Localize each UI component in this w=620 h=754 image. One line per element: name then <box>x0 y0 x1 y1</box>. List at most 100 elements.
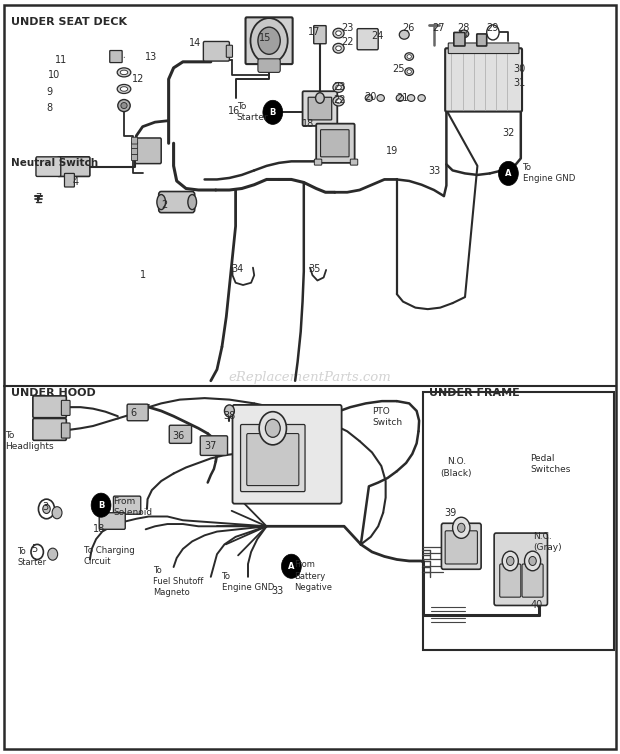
Ellipse shape <box>118 100 130 112</box>
Text: 3: 3 <box>42 502 48 513</box>
Text: 20: 20 <box>365 91 377 102</box>
Ellipse shape <box>333 29 344 38</box>
Text: 39: 39 <box>445 507 457 518</box>
Circle shape <box>224 405 234 417</box>
Ellipse shape <box>333 44 344 53</box>
Text: 12: 12 <box>132 74 144 84</box>
FancyBboxPatch shape <box>258 59 280 72</box>
FancyBboxPatch shape <box>113 496 141 514</box>
FancyBboxPatch shape <box>308 97 332 120</box>
Text: 1: 1 <box>140 270 146 280</box>
Circle shape <box>259 412 286 445</box>
Text: To
Starter: To Starter <box>237 103 268 122</box>
Text: 11: 11 <box>55 54 67 65</box>
FancyBboxPatch shape <box>131 154 138 161</box>
Text: PTO
Switch: PTO Switch <box>373 407 403 427</box>
Text: To
Fuel Shutoff
Magneto: To Fuel Shutoff Magneto <box>153 566 203 597</box>
FancyBboxPatch shape <box>159 192 195 213</box>
FancyBboxPatch shape <box>494 533 547 605</box>
Text: 31: 31 <box>513 78 526 88</box>
FancyBboxPatch shape <box>33 396 66 418</box>
Text: 27: 27 <box>432 23 445 33</box>
Ellipse shape <box>117 68 131 77</box>
Circle shape <box>502 551 518 571</box>
Text: 21: 21 <box>396 93 409 103</box>
FancyBboxPatch shape <box>169 425 192 443</box>
Text: 24: 24 <box>371 31 384 41</box>
Ellipse shape <box>405 68 414 75</box>
FancyBboxPatch shape <box>321 130 349 157</box>
FancyBboxPatch shape <box>316 124 355 163</box>
Ellipse shape <box>117 84 131 93</box>
Ellipse shape <box>333 83 344 92</box>
Circle shape <box>453 517 470 538</box>
FancyBboxPatch shape <box>58 157 90 176</box>
Circle shape <box>52 507 62 519</box>
Text: 38: 38 <box>223 411 236 421</box>
FancyBboxPatch shape <box>127 404 148 421</box>
Ellipse shape <box>377 94 384 102</box>
Ellipse shape <box>365 94 373 102</box>
FancyBboxPatch shape <box>4 5 616 749</box>
Text: B: B <box>270 108 276 117</box>
Circle shape <box>507 556 514 566</box>
FancyBboxPatch shape <box>131 137 138 144</box>
Text: 2: 2 <box>161 200 167 210</box>
FancyBboxPatch shape <box>246 17 293 64</box>
FancyBboxPatch shape <box>99 513 125 529</box>
Text: UNDER FRAME: UNDER FRAME <box>429 388 520 397</box>
Text: 22: 22 <box>341 37 353 48</box>
Text: N.O.
(Black): N.O. (Black) <box>441 458 472 477</box>
FancyBboxPatch shape <box>226 45 232 57</box>
FancyBboxPatch shape <box>350 159 358 165</box>
Text: To
Engine GND: To Engine GND <box>222 572 274 592</box>
Text: 34: 34 <box>231 264 244 274</box>
Circle shape <box>458 523 465 532</box>
Text: 18: 18 <box>302 119 314 130</box>
Ellipse shape <box>336 99 342 103</box>
FancyBboxPatch shape <box>423 392 614 650</box>
Text: 23: 23 <box>341 23 353 33</box>
Text: eReplacementParts.com: eReplacementParts.com <box>229 370 391 384</box>
Circle shape <box>250 18 288 63</box>
Ellipse shape <box>407 94 415 102</box>
Circle shape <box>529 556 536 566</box>
FancyBboxPatch shape <box>247 434 299 486</box>
FancyBboxPatch shape <box>131 148 138 155</box>
Text: 17: 17 <box>308 26 321 37</box>
Text: A: A <box>288 562 294 571</box>
Text: 37: 37 <box>205 441 217 452</box>
Text: 23: 23 <box>334 82 346 93</box>
FancyBboxPatch shape <box>445 531 477 564</box>
Text: To
Headlights: To Headlights <box>5 431 53 451</box>
Text: From
Battery
Negative: From Battery Negative <box>294 560 332 592</box>
Ellipse shape <box>336 46 342 51</box>
Text: B: B <box>98 501 104 510</box>
FancyBboxPatch shape <box>203 41 229 61</box>
FancyBboxPatch shape <box>61 400 70 415</box>
Ellipse shape <box>418 94 425 102</box>
Text: Neutral Switch: Neutral Switch <box>11 158 99 168</box>
FancyBboxPatch shape <box>522 564 543 597</box>
Text: N.C.
(Gray): N.C. (Gray) <box>533 532 562 552</box>
Text: 9: 9 <box>46 87 53 97</box>
Ellipse shape <box>157 195 166 210</box>
Text: 10: 10 <box>48 69 61 80</box>
FancyBboxPatch shape <box>232 405 342 504</box>
FancyBboxPatch shape <box>200 436 228 455</box>
Circle shape <box>461 30 467 38</box>
Circle shape <box>316 93 324 103</box>
Circle shape <box>498 161 518 185</box>
Text: 18: 18 <box>93 524 105 535</box>
FancyBboxPatch shape <box>314 26 326 44</box>
Circle shape <box>281 554 301 578</box>
Circle shape <box>265 419 280 437</box>
Text: 33: 33 <box>428 166 440 176</box>
Text: 36: 36 <box>172 431 184 441</box>
FancyBboxPatch shape <box>303 91 337 126</box>
Text: 40: 40 <box>531 599 543 610</box>
FancyBboxPatch shape <box>441 523 481 569</box>
FancyBboxPatch shape <box>445 48 522 112</box>
Circle shape <box>48 548 58 560</box>
FancyBboxPatch shape <box>314 159 322 165</box>
